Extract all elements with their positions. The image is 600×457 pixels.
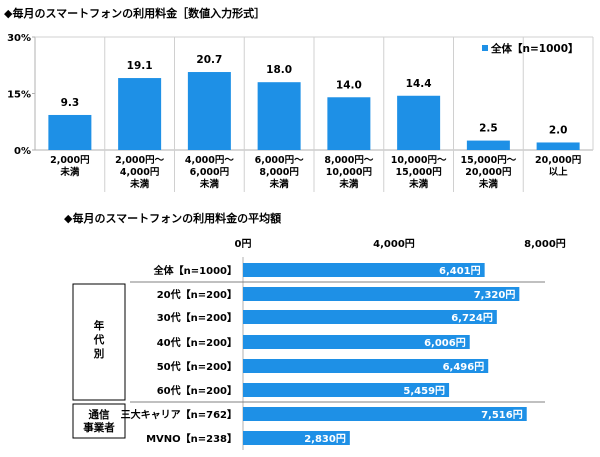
chart2-bar: [243, 431, 350, 445]
chart2-value-label: 6,006円: [424, 337, 466, 349]
chart2-category-label: MVNO【n=238】: [146, 432, 237, 445]
chart2-group-box-carrier: [72, 403, 126, 439]
chart1-category-label: 2,000円～: [115, 155, 165, 166]
chart2-group-label-carrier: 事業者: [83, 421, 115, 434]
chart1-category-label: 4,000円: [120, 167, 160, 178]
chart1-category-label: 未満: [408, 178, 429, 190]
chart1-ytick-label: 30%: [7, 33, 31, 44]
chart1-category-label: 未満: [199, 178, 220, 190]
chart1-ytick-label: 15%: [7, 90, 31, 101]
chart1-category-label: 4,000円～: [185, 155, 235, 166]
chart1-legend-label: 全体【n=1000】: [490, 42, 579, 55]
chart1-value-label: 14.0: [336, 79, 362, 91]
chart1-category-label: 未満: [338, 178, 359, 190]
chart1-category-label: 10,000円～: [391, 155, 447, 166]
chart2-bar: [243, 263, 485, 277]
chart2-bar: [243, 310, 497, 324]
chart2-group-label-carrier: 通信: [89, 408, 110, 421]
chart1-value-label: 9.3: [61, 97, 80, 109]
chart1-value-label: 19.1: [127, 60, 153, 72]
chart1-value-label: 2.5: [479, 123, 498, 135]
chart2-value-label: 2,830円: [304, 433, 346, 445]
chart1-bar: [118, 78, 162, 150]
chart1-value-label: 20.7: [196, 54, 222, 66]
chart2-value-label: 6,496円: [443, 361, 485, 373]
chart2-title: ◆毎月のスマートフォンの利用料金の平均額: [64, 211, 281, 225]
chart2-value-label: 6,401円: [439, 265, 481, 277]
chart1-title: ◆毎月のスマートフォンの利用料金［数値入力形式］: [4, 6, 265, 20]
chart1-category-label: 以上: [549, 166, 569, 178]
chart1-category-label: 20,000円: [535, 155, 581, 166]
chart1-category-label: 2,000円: [50, 155, 90, 166]
chart1-category-label: 8,000円～: [324, 155, 374, 166]
chart2-value-label: 6,724円: [451, 312, 493, 324]
chart1-category-label: 6,000円～: [255, 155, 305, 166]
chart1-bar: [48, 114, 92, 150]
chart2-value-label: 7,516円: [481, 409, 523, 421]
chart1-bar: [536, 142, 580, 150]
chart2-category-label: 全体【n=1000】: [153, 264, 237, 277]
chart1-category-label: 6,000円: [190, 167, 230, 178]
chart2-bar: [243, 383, 450, 397]
chart1-category-label: 未満: [59, 166, 80, 178]
chart2-xtick-label: 4,000円: [373, 238, 415, 250]
chart1-legend-swatch: [482, 45, 488, 51]
chart1-category-label: 8,000円: [259, 167, 299, 178]
chart1-ytick-label: 0%: [14, 146, 31, 157]
chart1-category-label: 未満: [478, 178, 499, 190]
chart2-category-label: 20代【n=200】: [157, 288, 237, 301]
chart2-xtick-label: 8,000円: [524, 238, 566, 250]
chart1-bar: [327, 97, 371, 150]
chart1-category-label: 未満: [129, 178, 150, 190]
chart2-category-label: 40代【n=200】: [157, 336, 237, 349]
chart2-value-label: 5,459円: [403, 385, 445, 397]
chart2-xtick-label: 0円: [235, 238, 252, 250]
chart2-group-box-age: [72, 283, 126, 401]
chart2-bar: [243, 407, 527, 421]
chart2-group-label-age: 年: [94, 319, 105, 332]
chart2-category-label: 60代【n=200】: [157, 384, 237, 397]
chart1-category-label: 15,000円～: [461, 155, 517, 166]
chart1-category-label: 20,000円: [465, 167, 511, 178]
chart2-bar: [243, 359, 489, 373]
chart2-category-label: 30代【n=200】: [157, 311, 237, 324]
chart2-bar: [243, 287, 520, 301]
chart1-bar: [187, 72, 231, 150]
chart1-category-label: 10,000円: [326, 167, 372, 178]
chart2-bar: [243, 335, 470, 349]
chart1-plot: 0%15%30%9.32,000円未満19.12,000円～4,000円未満20…: [7, 33, 594, 192]
chart2-category-label: 50代【n=200】: [157, 360, 237, 373]
chart1-category-label: 未満: [269, 178, 290, 190]
chart1-bar: [466, 140, 510, 150]
chart2-group-label-age: 別: [93, 347, 105, 360]
chart2-category-label: 三大キャリア【n=762】: [121, 408, 237, 421]
chart1-bar: [397, 95, 441, 150]
chart1-category-label: 15,000円: [396, 167, 442, 178]
chart2-value-label: 7,320円: [474, 289, 516, 301]
chart1-value-label: 14.4: [406, 78, 432, 90]
chart1-bar: [257, 82, 301, 150]
chart1-value-label: 2.0: [549, 124, 568, 136]
chart2-group-label-age: 代: [93, 333, 105, 346]
chart1-value-label: 18.0: [266, 64, 292, 76]
